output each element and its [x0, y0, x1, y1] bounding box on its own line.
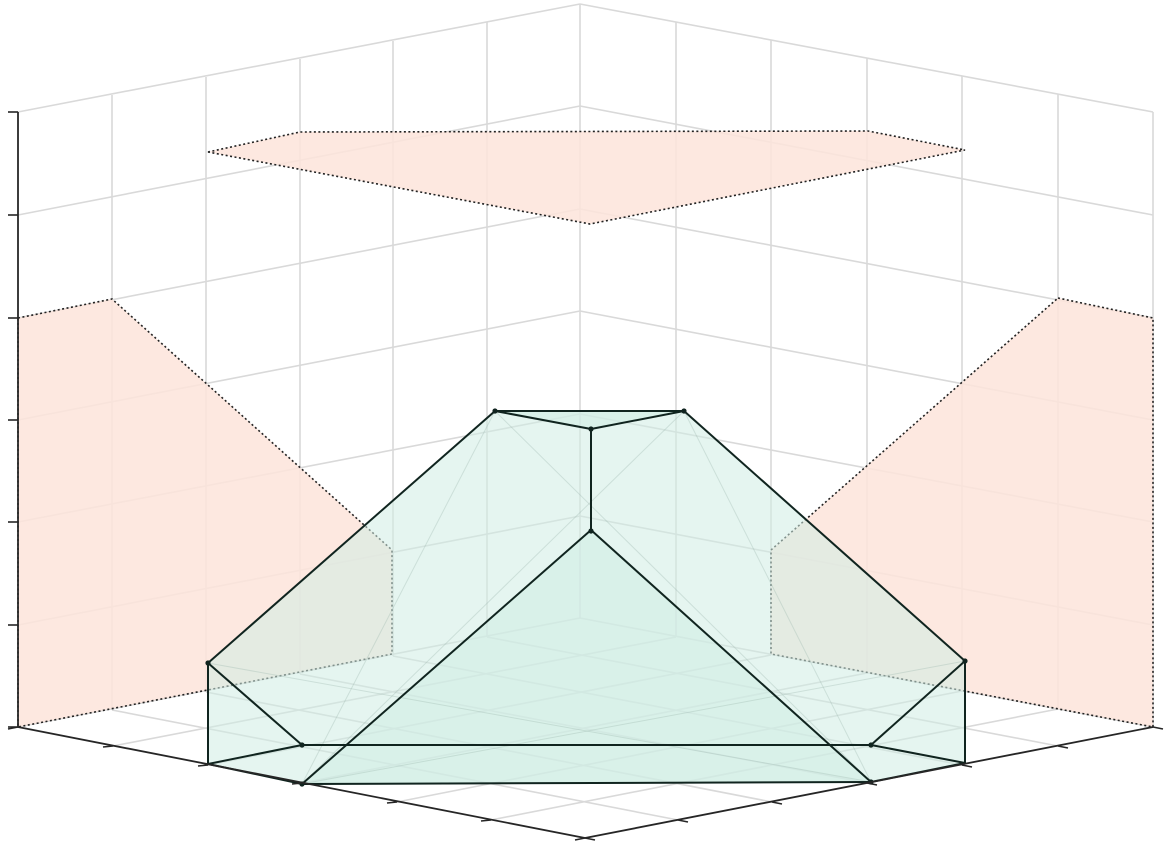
polytope-hidden-edges	[207, 410, 966, 785]
axis-ticks	[7, 111, 1164, 841]
polytope-top-face	[495, 411, 684, 429]
top-projection	[207, 130, 966, 225]
polytope-front-faces	[302, 530, 871, 784]
polytope-faces	[208, 411, 965, 784]
